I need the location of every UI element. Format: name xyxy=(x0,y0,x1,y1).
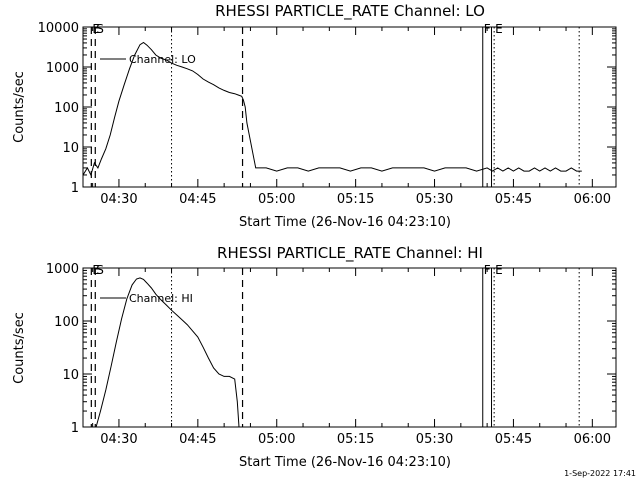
event-marker-label: F xyxy=(484,22,491,36)
panel-lo: RHESSI PARTICLE_RATE Channel: LO Counts/… xyxy=(12,2,617,230)
y-tick-label: 1000 xyxy=(46,61,79,76)
event-marker-label: E xyxy=(495,263,503,277)
x-tick-label: 04:45 xyxy=(179,432,216,447)
panel-hi-legend: Channel: HI xyxy=(100,292,193,305)
y-tick-label: 100 xyxy=(54,315,79,330)
x-tick-label: 05:15 xyxy=(337,432,374,447)
x-tick-label: 05:30 xyxy=(416,432,453,447)
event-marker-label: E xyxy=(495,22,503,36)
panel-lo-x-axis-label: Start Time (26-Nov-16 04:23:10) xyxy=(239,215,451,230)
event-marker-label: F xyxy=(484,263,491,277)
x-tick-label: 06:00 xyxy=(574,432,611,447)
panel-hi-time-markers: ES F E xyxy=(90,263,580,427)
y-tick-label: 100 xyxy=(54,101,79,116)
event-marker-label: S xyxy=(96,22,104,36)
panel-lo-title: RHESSI PARTICLE_RATE Channel: LO xyxy=(215,2,485,21)
panel-lo-legend-label: Channel: LO xyxy=(129,53,196,66)
panel-lo-legend: Channel: LO xyxy=(100,53,196,66)
x-tick-label: 05:45 xyxy=(495,192,532,207)
panel-hi-legend-label: Channel: HI xyxy=(129,292,193,305)
y-tick-label: 1 xyxy=(71,181,79,196)
x-tick-label: 05:30 xyxy=(416,192,453,207)
x-tick-label: 05:00 xyxy=(258,432,295,447)
y-tick-label: 10 xyxy=(62,368,79,383)
event-marker-label: S xyxy=(96,263,104,277)
y-tick-label: 1 xyxy=(71,421,79,436)
y-tick-label: 1000 xyxy=(46,262,79,277)
panel-hi-x-ticks: 04:30 04:45 05:00 05:15 05:30 05:45 06:00 xyxy=(92,268,611,447)
event-marker-label: E xyxy=(92,263,100,277)
panel-hi-series-line xyxy=(95,277,240,428)
x-tick-label: 04:30 xyxy=(100,192,137,207)
footer-timestamp: 1-Sep-2022 17:41 xyxy=(564,469,636,478)
panel-hi-y-axis-label: Counts/sec xyxy=(12,312,27,384)
x-tick-label: 04:45 xyxy=(179,192,216,207)
x-tick-label: 04:30 xyxy=(100,432,137,447)
y-tick-label: 10000 xyxy=(38,21,79,36)
panel-hi: RHESSI PARTICLE_RATE Channel: HI Counts/… xyxy=(12,244,617,470)
panel-hi-x-axis-label: Start Time (26-Nov-16 04:23:10) xyxy=(239,455,451,470)
panel-lo-y-ticks: 1 10 100 1000 10000 xyxy=(38,21,616,196)
x-tick-label: 05:45 xyxy=(495,432,532,447)
panel-lo-time-markers: ES F E xyxy=(90,22,580,187)
panel-hi-plot-frame xyxy=(82,267,617,428)
event-marker-label: E xyxy=(92,22,100,36)
panel-lo-plot-frame xyxy=(82,26,617,188)
panel-lo-x-ticks: 04:30 04:45 05:00 05:15 05:30 05:45 06:00 xyxy=(92,27,611,207)
x-tick-label: 05:15 xyxy=(337,192,374,207)
y-tick-label: 10 xyxy=(62,141,79,156)
panel-hi-title: RHESSI PARTICLE_RATE Channel: HI xyxy=(217,244,483,263)
x-tick-label: 06:00 xyxy=(574,192,611,207)
panel-lo-y-axis-label: Counts/sec xyxy=(12,71,27,143)
panel-hi-y-ticks: 1 10 100 1000 xyxy=(46,262,616,436)
panel-lo-series-line xyxy=(82,41,582,177)
x-tick-label: 05:00 xyxy=(258,192,295,207)
